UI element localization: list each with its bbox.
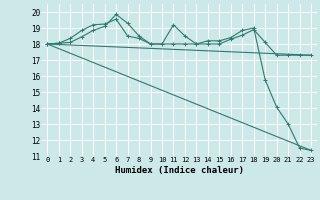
X-axis label: Humidex (Indice chaleur): Humidex (Indice chaleur) — [115, 166, 244, 175]
